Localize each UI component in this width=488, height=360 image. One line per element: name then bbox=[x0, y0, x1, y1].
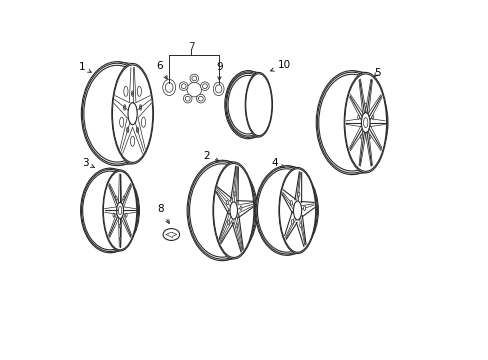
Ellipse shape bbox=[240, 206, 242, 210]
Text: 9: 9 bbox=[216, 62, 222, 80]
Ellipse shape bbox=[299, 223, 301, 228]
Ellipse shape bbox=[255, 166, 318, 255]
Ellipse shape bbox=[116, 202, 123, 219]
Ellipse shape bbox=[115, 196, 117, 200]
Ellipse shape bbox=[187, 160, 257, 261]
Ellipse shape bbox=[278, 167, 316, 253]
Ellipse shape bbox=[102, 170, 137, 251]
Ellipse shape bbox=[236, 224, 237, 228]
Ellipse shape bbox=[112, 65, 152, 162]
Ellipse shape bbox=[360, 135, 362, 139]
Ellipse shape bbox=[200, 82, 209, 90]
Ellipse shape bbox=[181, 84, 185, 89]
Text: 4: 4 bbox=[271, 158, 284, 168]
Ellipse shape bbox=[244, 72, 272, 137]
Ellipse shape bbox=[196, 94, 205, 103]
Ellipse shape bbox=[279, 169, 315, 252]
Ellipse shape bbox=[136, 127, 139, 133]
Ellipse shape bbox=[137, 86, 141, 96]
Ellipse shape bbox=[297, 192, 299, 197]
Ellipse shape bbox=[215, 85, 222, 93]
Text: 5: 5 bbox=[373, 68, 380, 78]
Ellipse shape bbox=[165, 83, 173, 92]
Ellipse shape bbox=[316, 71, 387, 175]
Text: 10: 10 bbox=[270, 60, 290, 71]
Ellipse shape bbox=[226, 201, 228, 205]
Text: 7: 7 bbox=[188, 42, 194, 52]
Ellipse shape bbox=[139, 105, 142, 110]
Ellipse shape bbox=[123, 105, 125, 110]
Ellipse shape bbox=[119, 224, 121, 228]
Ellipse shape bbox=[187, 82, 201, 97]
Ellipse shape bbox=[81, 168, 139, 253]
Ellipse shape bbox=[128, 103, 137, 125]
Ellipse shape bbox=[198, 96, 203, 101]
Ellipse shape bbox=[131, 91, 134, 96]
Ellipse shape bbox=[361, 113, 369, 133]
Ellipse shape bbox=[81, 62, 153, 166]
Ellipse shape bbox=[132, 92, 133, 95]
Ellipse shape bbox=[163, 229, 179, 240]
Ellipse shape bbox=[213, 82, 224, 96]
Ellipse shape bbox=[130, 136, 134, 146]
Ellipse shape bbox=[213, 163, 253, 257]
Ellipse shape bbox=[112, 63, 153, 164]
Ellipse shape bbox=[371, 115, 373, 119]
Ellipse shape bbox=[212, 162, 254, 259]
Ellipse shape bbox=[245, 74, 271, 136]
Text: 2: 2 bbox=[203, 150, 218, 161]
Ellipse shape bbox=[344, 72, 386, 173]
Ellipse shape bbox=[229, 202, 237, 219]
Ellipse shape bbox=[234, 192, 235, 196]
Ellipse shape bbox=[227, 220, 229, 224]
Ellipse shape bbox=[118, 206, 122, 215]
Ellipse shape bbox=[103, 171, 137, 250]
Ellipse shape bbox=[123, 196, 124, 200]
Ellipse shape bbox=[364, 103, 366, 107]
Ellipse shape bbox=[303, 206, 305, 211]
Ellipse shape bbox=[125, 213, 127, 217]
Ellipse shape bbox=[123, 86, 128, 96]
Ellipse shape bbox=[291, 220, 293, 224]
Ellipse shape bbox=[120, 117, 123, 127]
Text: 3: 3 bbox=[82, 158, 94, 168]
Ellipse shape bbox=[185, 96, 190, 101]
Ellipse shape bbox=[183, 94, 192, 103]
Ellipse shape bbox=[113, 213, 115, 217]
Ellipse shape bbox=[357, 115, 359, 119]
Ellipse shape bbox=[126, 127, 129, 133]
Ellipse shape bbox=[163, 80, 175, 95]
Text: 1: 1 bbox=[78, 62, 91, 72]
Ellipse shape bbox=[141, 117, 145, 127]
Ellipse shape bbox=[202, 84, 207, 89]
Ellipse shape bbox=[140, 106, 141, 109]
Text: 8: 8 bbox=[157, 204, 169, 223]
Ellipse shape bbox=[224, 71, 271, 139]
Ellipse shape bbox=[344, 74, 386, 171]
Ellipse shape bbox=[190, 74, 198, 83]
Ellipse shape bbox=[127, 129, 128, 131]
Ellipse shape bbox=[179, 82, 187, 90]
Text: 6: 6 bbox=[156, 61, 167, 79]
Ellipse shape bbox=[119, 237, 121, 240]
Ellipse shape bbox=[137, 129, 138, 131]
Ellipse shape bbox=[293, 201, 301, 220]
Ellipse shape bbox=[290, 201, 292, 205]
Ellipse shape bbox=[191, 76, 196, 81]
Ellipse shape bbox=[368, 135, 370, 139]
Ellipse shape bbox=[363, 118, 367, 128]
Ellipse shape bbox=[124, 106, 125, 109]
